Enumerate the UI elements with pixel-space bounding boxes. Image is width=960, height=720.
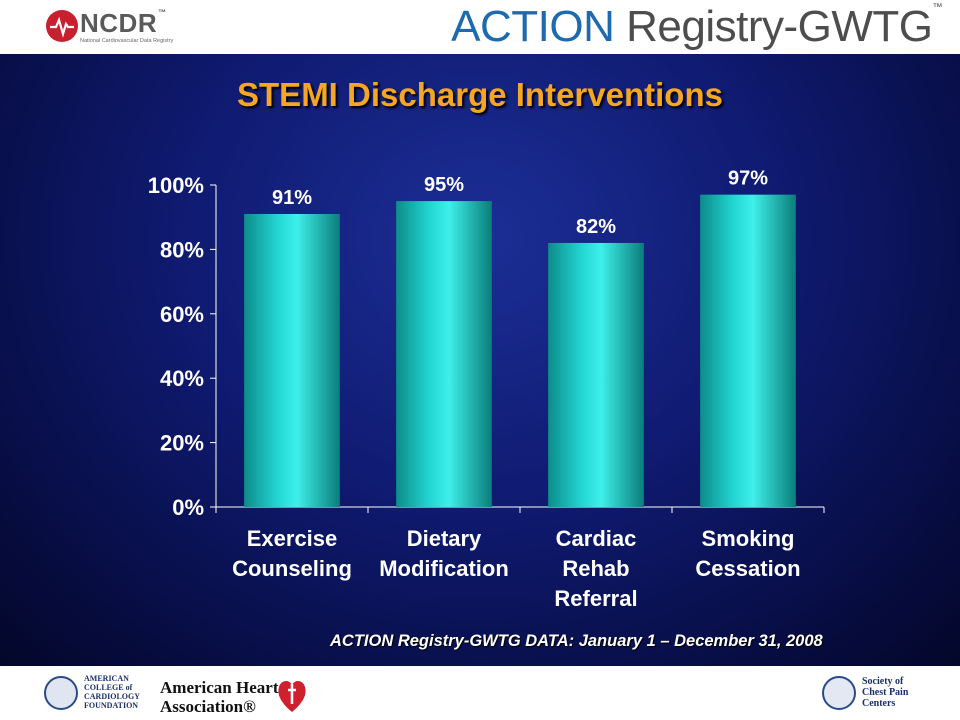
data-label: 82% xyxy=(576,216,616,238)
ncdr-heart-icon xyxy=(46,10,78,42)
category-label: Exercise xyxy=(247,526,338,551)
category-label: Cardiac xyxy=(556,526,637,551)
heart-torch-icon xyxy=(278,681,306,712)
chart-title: STEMI Discharge Interventions xyxy=(237,76,723,113)
bar-chart: 0% 20% 40% 60% 80% 100% 91% Exercise Counseling 9… xyxy=(148,168,825,611)
data-label: 95% xyxy=(424,174,464,196)
y-tick-label: 20% xyxy=(160,431,204,456)
acc-foundation-logo: AMERICAN COLLEGE of CARDIOLOGY FOUNDATIO… xyxy=(44,674,154,714)
y-tick-label: 40% xyxy=(160,366,204,391)
bar xyxy=(396,201,492,507)
header: NCDR™ National Cardiovascular Data Regis… xyxy=(0,0,960,54)
category-label: Rehab xyxy=(562,556,629,581)
data-label: 91% xyxy=(272,187,312,209)
society-chest-pain-centers-logo: Society of Chest Pain Centers xyxy=(822,674,942,714)
bar xyxy=(700,194,796,507)
y-tick-label: 80% xyxy=(160,237,204,262)
y-tick-label: 0% xyxy=(172,495,204,520)
category-label: Modification xyxy=(379,556,509,581)
bar xyxy=(244,213,340,508)
category-label: Counseling xyxy=(232,556,352,581)
data-label: 97% xyxy=(728,168,768,190)
acc-text: AMERICAN COLLEGE of CARDIOLOGY FOUNDATIO… xyxy=(84,674,141,710)
slide-body: STEMI Discharge Interventions 0% 20% 40% 60… xyxy=(0,54,960,666)
y-tick-label: 60% xyxy=(160,302,204,327)
action-registry-logo: ACTION Registry-GWTG™ xyxy=(451,2,942,51)
ncdr-subtitle: National Cardiovascular Data Registry xyxy=(80,38,174,44)
acc-seal-icon xyxy=(44,676,78,710)
scpc-text: Society of Chest Pain Centers xyxy=(862,676,909,709)
category-label: Smoking xyxy=(702,526,795,551)
category-label: Cessation xyxy=(695,556,800,581)
bar xyxy=(548,242,644,507)
ncdr-logo: NCDR™ National Cardiovascular Data Regis… xyxy=(44,6,178,48)
american-heart-association-logo: American Heart Association® xyxy=(160,674,310,718)
category-label: Dietary xyxy=(407,526,482,551)
footer: AMERICAN COLLEGE of CARDIOLOGY FOUNDATIO… xyxy=(0,666,960,720)
ncdr-wordmark: NCDR™ xyxy=(80,8,167,38)
scpc-seal-icon xyxy=(822,676,856,710)
data-source-footnote: ACTION Registry-GWTG DATA: January 1 – D… xyxy=(330,632,823,650)
aha-text: American Heart Association® xyxy=(160,678,279,716)
y-tick-label: 100% xyxy=(148,173,204,198)
category-label: Referral xyxy=(554,586,637,611)
